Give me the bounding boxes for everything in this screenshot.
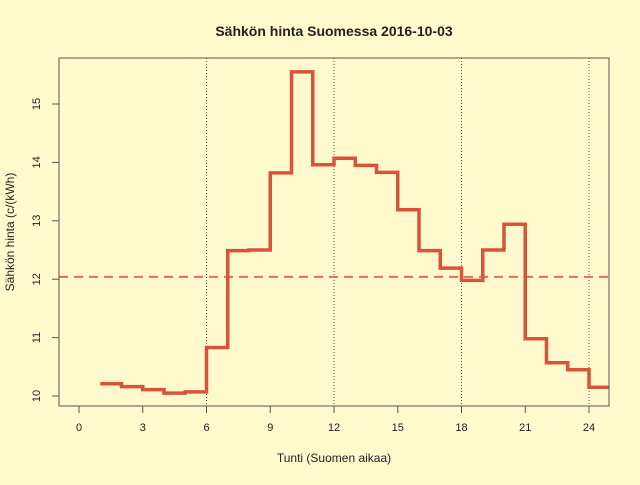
x-tick-label: 21 [519, 422, 531, 434]
x-tick-label: 0 [76, 422, 82, 434]
y-tick-label: 12 [31, 273, 43, 285]
y-tick-label: 15 [31, 98, 43, 110]
y-tick-label: 14 [31, 156, 43, 168]
x-tick-label: 15 [392, 422, 404, 434]
x-axis-label: Tunti (Suomen aikaa) [277, 451, 391, 465]
chart-title: Sähkön hinta Suomessa 2016-10-03 [215, 23, 453, 39]
y-tick-label: 11 [31, 332, 43, 343]
x-axis: 0 3 6 9 12 15 18 21 24 [76, 406, 595, 434]
y-axis-label: Sähkön hinta (c/(kWh) [3, 173, 17, 292]
price-step-line [100, 70, 609, 395]
x-tick-label: 24 [583, 422, 595, 434]
y-axis: 10 11 12 13 14 15 [31, 98, 59, 402]
x-tick-label: 12 [328, 422, 340, 434]
y-tick-label: 13 [31, 215, 43, 227]
x-tick-label: 3 [140, 422, 146, 434]
x-tick-label: 6 [203, 422, 209, 434]
x-tick-label: 9 [267, 422, 273, 434]
plot-area [58, 57, 610, 407]
x-tick-label: 18 [455, 422, 467, 434]
y-tick-label: 10 [31, 390, 43, 402]
